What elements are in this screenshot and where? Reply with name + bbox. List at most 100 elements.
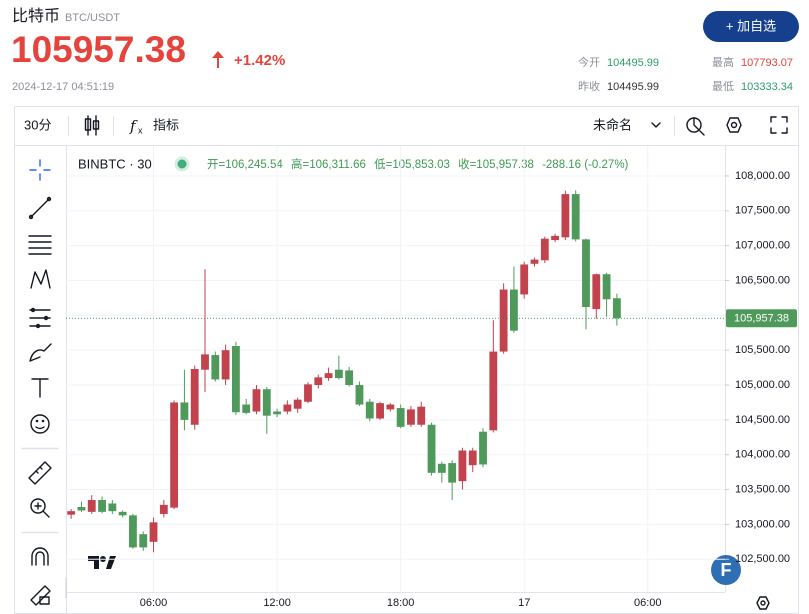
pattern-tool[interactable] bbox=[30, 269, 51, 289]
tv-logo bbox=[88, 556, 116, 569]
candle-body bbox=[221, 350, 230, 380]
interval[interactable]: 30分 bbox=[24, 117, 51, 132]
candle-body bbox=[407, 409, 415, 425]
candle-body bbox=[98, 500, 106, 512]
zoom-tool[interactable] bbox=[30, 498, 50, 518]
crosshair-tool[interactable] bbox=[29, 159, 51, 181]
fullscreen-button[interactable] bbox=[770, 116, 788, 134]
candle-body bbox=[324, 373, 333, 379]
candle-body bbox=[129, 515, 137, 548]
settings-button[interactable] bbox=[726, 117, 742, 133]
candle-body bbox=[530, 259, 539, 264]
candle-body bbox=[242, 404, 251, 413]
fib-tool[interactable] bbox=[28, 235, 52, 255]
x-tick-label: 17 bbox=[518, 597, 530, 609]
candle-body bbox=[283, 404, 292, 412]
ohlc-item: 高=106,311.66 bbox=[291, 157, 366, 171]
candle-body bbox=[592, 274, 601, 310]
candle-body bbox=[87, 500, 96, 512]
add-button[interactable] bbox=[703, 11, 799, 42]
brand-logo bbox=[711, 555, 741, 585]
candle-body bbox=[170, 402, 179, 508]
stat-value: 104495.99 bbox=[607, 81, 659, 93]
price: 105957.38 bbox=[11, 29, 186, 70]
alert-button[interactable] bbox=[686, 117, 705, 136]
candle-body bbox=[520, 264, 529, 295]
candle-body bbox=[582, 239, 590, 307]
layout-chevron[interactable] bbox=[651, 122, 661, 128]
candle-body bbox=[314, 377, 323, 386]
indicators[interactable]: 指标 bbox=[153, 117, 179, 132]
brush-tool[interactable] bbox=[29, 343, 52, 362]
symbol: BINBTC · 30 bbox=[78, 156, 152, 171]
y-tick-label: 104,500.00 bbox=[735, 414, 790, 426]
chart-style-button[interactable] bbox=[84, 115, 100, 136]
y-tick-label: 107,000.00 bbox=[735, 240, 790, 252]
candle-body bbox=[386, 404, 395, 410]
candle-body bbox=[602, 274, 611, 300]
candle-body bbox=[510, 289, 518, 331]
candle-body bbox=[376, 403, 384, 419]
y-tick-label: 102,500.00 bbox=[735, 553, 790, 565]
candle-body bbox=[139, 534, 148, 548]
stat-label: 今开 bbox=[578, 55, 600, 69]
y-tick-label: 105,000.00 bbox=[735, 379, 790, 391]
y-tick-label: 103,000.00 bbox=[735, 518, 790, 530]
emoji-tool[interactable] bbox=[30, 414, 50, 434]
candle-body bbox=[77, 506, 86, 511]
candle-body bbox=[417, 406, 426, 425]
x-tick-label: 12:00 bbox=[263, 597, 291, 609]
prediction-tool[interactable] bbox=[29, 307, 51, 329]
text-tool[interactable] bbox=[31, 378, 49, 398]
axis-settings-button[interactable] bbox=[756, 596, 770, 610]
lock-draw-tool[interactable] bbox=[30, 585, 51, 606]
stat-label: 昨收 bbox=[578, 79, 600, 93]
ohlc-item: -288.16 (-0.27%) bbox=[542, 159, 628, 171]
asset-name: 比特币 bbox=[12, 7, 60, 25]
ohlc-legend: 开=106,245.54 高=106,311.66 低=105,853.03 收… bbox=[207, 157, 629, 171]
candle-body bbox=[108, 503, 117, 512]
layout-name[interactable]: 未命名 bbox=[593, 117, 632, 132]
magnet-tool[interactable] bbox=[31, 547, 49, 566]
indicator-icon[interactable]: x bbox=[138, 125, 143, 135]
candle-body bbox=[479, 431, 487, 465]
y-tick-label: 104,000.00 bbox=[735, 449, 790, 461]
y-tick-label: 105,500.00 bbox=[735, 344, 790, 356]
change: +1.42% bbox=[234, 52, 285, 69]
asset-pair: BTC/USDT bbox=[65, 12, 120, 24]
candle-body bbox=[365, 401, 374, 419]
candle-body bbox=[273, 411, 281, 415]
stat-value: 107793.07 bbox=[741, 57, 793, 69]
candle-body bbox=[427, 424, 436, 473]
indicator-icon[interactable]: f bbox=[129, 117, 138, 135]
candle-body bbox=[489, 351, 498, 431]
timestamp: 2024-12-17 04:51:19 bbox=[12, 81, 114, 93]
grid bbox=[66, 146, 725, 592]
y-tick-label: 106,500.00 bbox=[735, 274, 790, 286]
plot: 102,500.00 103,000.00 103,500.00 104,000.00… bbox=[66, 146, 797, 609]
candle-body bbox=[159, 504, 168, 514]
candle-body bbox=[67, 511, 76, 515]
trendline-tool[interactable] bbox=[28, 196, 52, 220]
candle-body bbox=[448, 463, 457, 483]
candle-body bbox=[468, 450, 477, 466]
measure-tool[interactable] bbox=[28, 461, 52, 485]
candle-body bbox=[180, 402, 189, 420]
brand-logo: F bbox=[721, 560, 732, 580]
add-button-label[interactable]: + 加自选 bbox=[726, 18, 776, 33]
candle-body bbox=[612, 298, 621, 319]
status-dot bbox=[174, 156, 190, 172]
x-tick-label: 06:00 bbox=[634, 597, 662, 609]
candle-body bbox=[211, 355, 220, 380]
candle-body bbox=[540, 238, 549, 261]
x-tick-label: 06:00 bbox=[140, 597, 168, 609]
candle-body bbox=[334, 369, 343, 379]
candle-body bbox=[304, 384, 312, 402]
candle-body bbox=[551, 235, 560, 241]
stat-label: 最低 bbox=[712, 80, 734, 93]
candle-body bbox=[149, 522, 158, 542]
stat-label: 最高 bbox=[712, 55, 734, 69]
last-price-box bbox=[726, 309, 797, 328]
up-arrow bbox=[212, 51, 224, 68]
tools bbox=[21, 159, 59, 606]
